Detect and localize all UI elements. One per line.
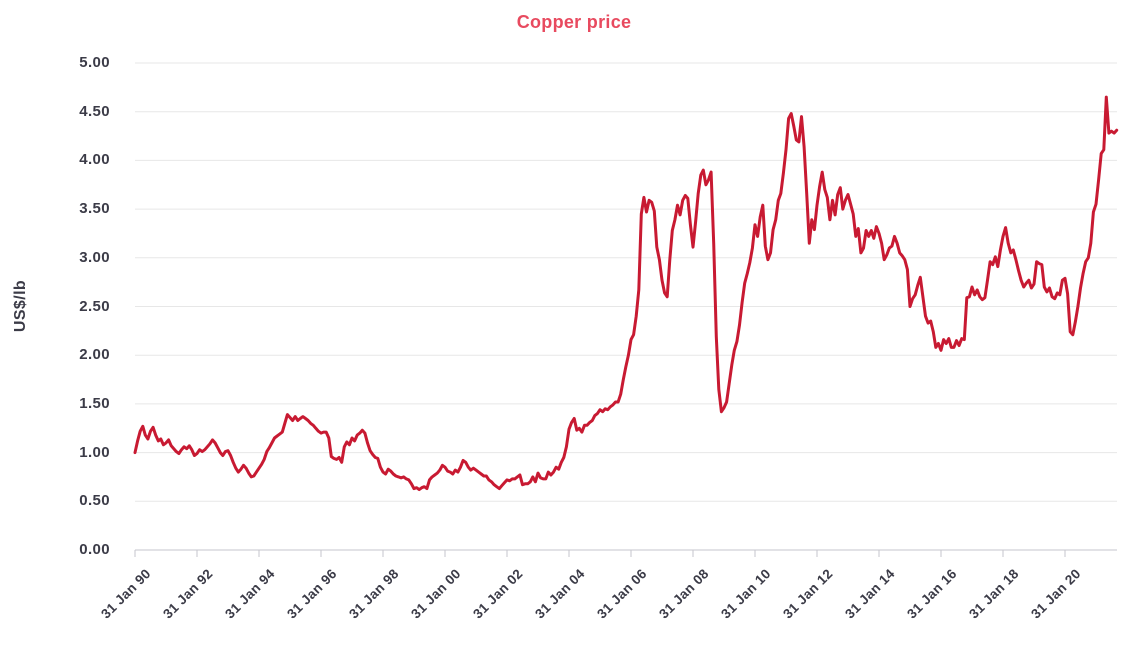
chart-title: Copper price	[516, 12, 632, 32]
y-tick-label: 2.50	[79, 297, 110, 315]
y-tick-label: 4.00	[79, 151, 110, 169]
y-tick-label: 1.00	[79, 443, 110, 461]
y-tick-label: 3.50	[79, 200, 110, 218]
y-tick-label: 0.50	[79, 492, 110, 510]
y-tick-label: 3.00	[79, 248, 110, 266]
y-tick-label: 0.00	[79, 541, 110, 558]
copper-price-line	[133, 95, 1119, 492]
y-tick-label: 1.50	[79, 394, 110, 412]
y-tick-label: 5.00	[79, 54, 110, 71]
y-tick-label: 4.50	[79, 102, 110, 120]
y-tick-label: 2.00	[79, 346, 110, 364]
